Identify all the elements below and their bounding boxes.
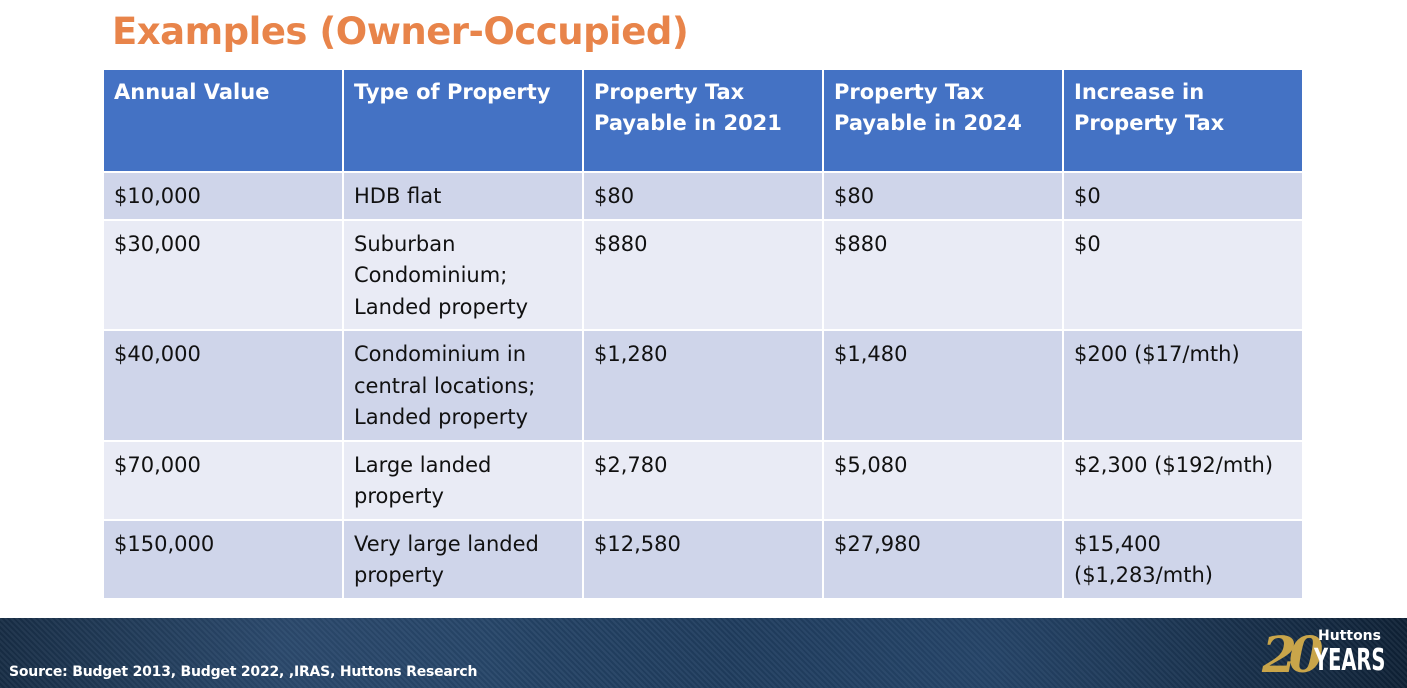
table-row: $40,000 Condominium in central locations… [102, 329, 1304, 442]
cell-tax-2021: $80 [582, 171, 824, 221]
cell-tax-2021: $1,280 [582, 329, 824, 442]
cell-type-of-property: Suburban Condominium; Landed property [342, 218, 584, 331]
header-tax-2024: Property Tax Payable in 2024 [822, 68, 1064, 173]
cell-increase: $2,300 ($192/mth) [1062, 439, 1304, 521]
footer-banner: Source: Budget 2013, Budget 2022, ,IRAS,… [0, 618, 1407, 688]
cell-type-of-property: HDB flat [342, 171, 584, 221]
cell-tax-2024: $880 [822, 218, 1064, 331]
cell-type-of-property: Large landed property [342, 439, 584, 521]
cell-tax-2024: $5,080 [822, 439, 1064, 521]
cell-increase: $0 [1062, 171, 1304, 221]
cell-tax-2021: $880 [582, 218, 824, 331]
cell-increase: $200 ($17/mth) [1062, 329, 1304, 442]
cell-annual-value: $10,000 [102, 171, 344, 221]
cell-annual-value: $30,000 [102, 218, 344, 331]
table-row: $30,000 Suburban Condominium; Landed pro… [102, 218, 1304, 331]
cell-tax-2024: $1,480 [822, 329, 1064, 442]
header-type-of-property: Type of Property [342, 68, 584, 173]
logo-number: 20 [1262, 625, 1324, 684]
cell-tax-2024: $80 [822, 171, 1064, 221]
cell-increase: $15,400 ($1,283/mth) [1062, 518, 1304, 600]
cell-tax-2021: $2,780 [582, 439, 824, 521]
table-row: $150,000 Very large landed property $12,… [102, 518, 1304, 600]
huttons-20-years-logo: 20 Huttons YEARS [1262, 626, 1392, 684]
cell-tax-2024: $27,980 [822, 518, 1064, 600]
cell-type-of-property: Condominium in central locations; Landed… [342, 329, 584, 442]
header-tax-2021: Property Tax Payable in 2021 [582, 68, 824, 173]
property-tax-table: Annual Value Type of Property Property T… [102, 68, 1304, 600]
cell-type-of-property: Very large landed property [342, 518, 584, 600]
table-header-row: Annual Value Type of Property Property T… [102, 68, 1304, 173]
cell-annual-value: $70,000 [102, 439, 344, 521]
cell-increase: $0 [1062, 218, 1304, 331]
logo-brand: Huttons [1318, 628, 1381, 644]
cell-annual-value: $40,000 [102, 329, 344, 442]
table-row: $70,000 Large landed property $2,780 $5,… [102, 439, 1304, 521]
cell-tax-2021: $12,580 [582, 518, 824, 600]
table-row: $10,000 HDB flat $80 $80 $0 [102, 171, 1304, 221]
header-increase: Increase in Property Tax [1062, 68, 1304, 173]
logo-years: YEARS [1314, 643, 1386, 678]
header-annual-value: Annual Value [102, 68, 344, 173]
slide-title: Examples (Owner-Occupied) [112, 10, 689, 53]
cell-annual-value: $150,000 [102, 518, 344, 600]
source-note: Source: Budget 2013, Budget 2022, ,IRAS,… [9, 664, 478, 680]
